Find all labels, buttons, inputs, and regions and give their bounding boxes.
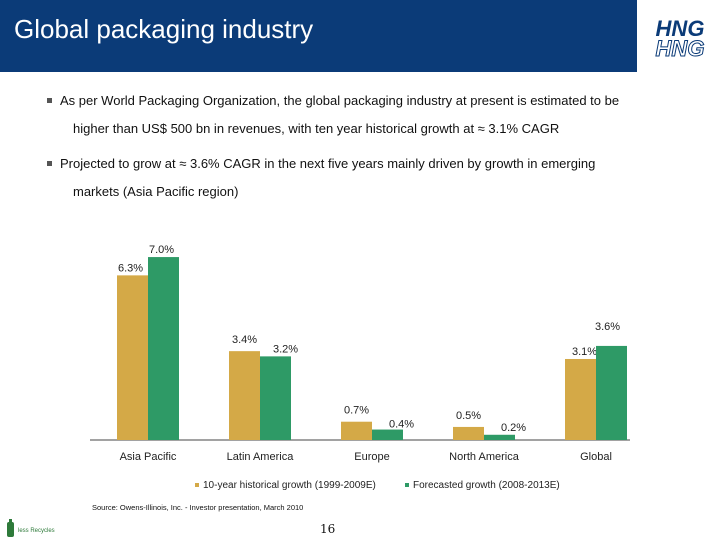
data-label: 7.0%: [149, 244, 174, 256]
category-label: Asia Pacific: [120, 451, 177, 463]
bar-latin-america-series-1: [229, 351, 260, 440]
legend-label: Forecasted growth (2008-2013E): [413, 480, 560, 491]
category-label: Global: [580, 451, 612, 463]
bar-asia-pacific-series-2: [148, 257, 179, 440]
data-label: 0.5%: [456, 410, 481, 422]
legend-item-historical: 10-year historical growth (1999-2009E): [195, 480, 376, 491]
company-logo: HNG HNG: [655, 16, 705, 62]
data-label: 3.2%: [273, 343, 298, 355]
bullet-text-line: Projected to grow at ≈ 3.6% CAGR in the …: [60, 156, 596, 171]
legend-label: 10-year historical growth (1999-2009E): [203, 480, 376, 491]
bullet-marker: [47, 161, 52, 166]
data-label: 3.4%: [232, 334, 257, 346]
data-label: 0.2%: [501, 422, 526, 434]
page-title: Global packaging industry: [14, 14, 314, 44]
category-label: North America: [449, 451, 520, 463]
growth-bar-chart: 6.3% 7.0% Asia Pacific 3.4% 3.2% Latin Americ…: [90, 244, 630, 463]
category-label: Europe: [354, 451, 389, 463]
source-note: Source: Owens-Illinois, Inc. - Investor …: [92, 503, 304, 512]
page-number: 16: [320, 522, 336, 536]
legend-item-forecast: Forecasted growth (2008-2013E): [405, 480, 560, 491]
bar-europe-series-2: [372, 429, 403, 440]
data-label: 6.3%: [118, 262, 143, 274]
bar-europe-series-1: [341, 421, 372, 440]
bullet-text-line: As per World Packaging Organization, the…: [60, 93, 620, 108]
legend-swatch: [405, 483, 409, 488]
bullet-text-line: markets (Asia Pacific region): [73, 184, 239, 199]
bar-global-series-1: [565, 358, 596, 440]
bar-latin-america-series-2: [260, 356, 291, 440]
recycle-logo: less Recycles: [7, 519, 55, 537]
bar-asia-pacific-series-1: [117, 275, 148, 440]
data-label: 0.7%: [344, 405, 369, 417]
data-label: 3.6%: [595, 321, 620, 333]
data-label: 3.1%: [572, 346, 597, 358]
svg-text:HNG: HNG: [656, 36, 705, 61]
legend-swatch: [195, 483, 199, 488]
bar-global-series-2: [596, 345, 627, 440]
bar-north-america-series-1: [453, 426, 484, 440]
bar-north-america-series-2: [484, 434, 515, 440]
company-logo-text: HNG: [656, 16, 705, 41]
data-label: 0.4%: [389, 419, 414, 431]
title-bar: Global packaging industry: [0, 0, 637, 72]
bullet-text-line: higher than US$ 500 bn in revenues, with…: [73, 121, 560, 136]
bullet-marker: [47, 98, 52, 103]
category-label: Latin America: [227, 451, 295, 463]
recycle-logo-text: less Recycles: [18, 528, 55, 534]
